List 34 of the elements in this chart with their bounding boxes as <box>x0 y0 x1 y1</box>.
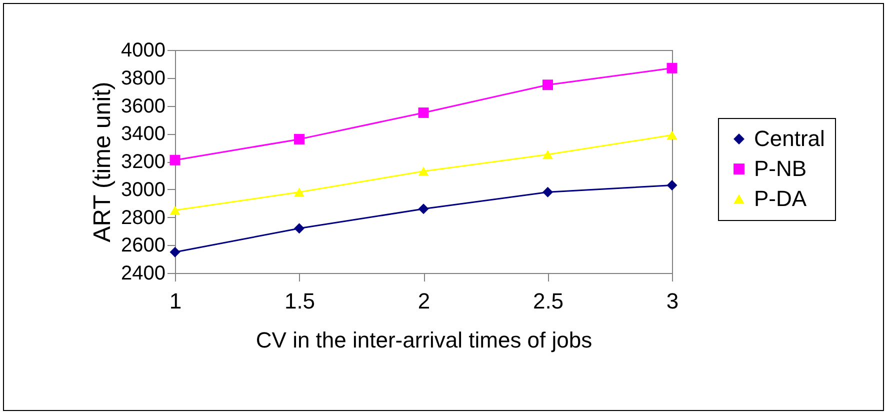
point <box>170 246 180 258</box>
x-tick-label: 2 <box>418 288 430 314</box>
point <box>542 80 553 90</box>
x-tick-label: 1 <box>169 288 182 314</box>
x-tick-label: 3 <box>666 288 679 314</box>
y-tick-label: 3400 <box>121 123 166 146</box>
point <box>666 62 678 74</box>
point <box>542 150 553 160</box>
y-tick-label: 3200 <box>121 151 166 173</box>
point <box>418 204 429 214</box>
y-axis-title: ART (time unit) <box>89 82 116 242</box>
point <box>666 180 678 190</box>
point <box>170 206 180 215</box>
y-tick-label: 3800 <box>121 67 166 90</box>
x-tick-label: 2.5 <box>532 288 564 314</box>
y-tick-label: 2400 <box>121 262 166 284</box>
y-tick-label: 2600 <box>121 234 166 257</box>
point <box>294 188 304 197</box>
legend-label: P-NB <box>754 156 807 181</box>
point <box>418 166 429 176</box>
legend-label: P-DA <box>754 186 807 211</box>
point <box>294 223 304 234</box>
y-tick-label: 3000 <box>121 178 166 201</box>
point <box>542 186 553 198</box>
point <box>666 130 678 140</box>
x-axis-title: CV in the inter-arrival times of jobs <box>256 328 592 352</box>
point <box>418 107 429 118</box>
point <box>294 134 304 144</box>
x-tick-label: 1.5 <box>284 288 316 314</box>
y-tick-label: 2800 <box>121 206 166 229</box>
y-tick-label: 4000 <box>121 40 166 62</box>
point <box>170 154 180 166</box>
legend-label: Central <box>754 126 825 151</box>
y-tick-label: 3600 <box>121 95 166 118</box>
